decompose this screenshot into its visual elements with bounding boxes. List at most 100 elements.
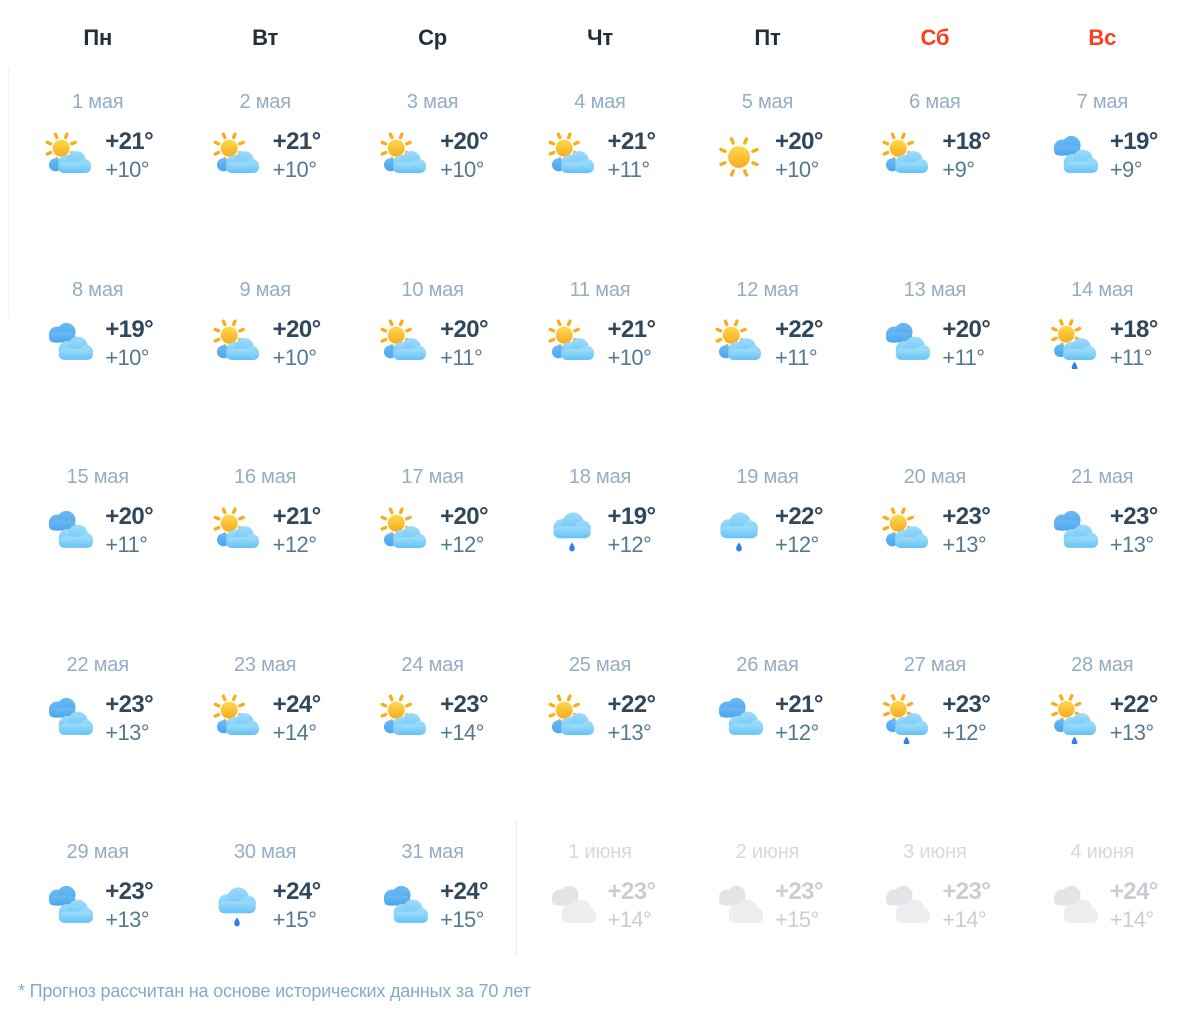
day-cell[interactable]: 5 мая +20° +10° (684, 66, 851, 254)
day-cell[interactable]: 10 мая +20° +11° (349, 254, 516, 442)
day-temperatures: +19° +12° (608, 503, 657, 560)
day-cell[interactable]: 17 мая +20° +12° (349, 441, 516, 629)
day-temperatures: +23° +14° (607, 878, 657, 935)
day-cell[interactable]: 30 мая +24° +15° (181, 816, 348, 1004)
day-temperatures: +22° +12° (774, 503, 824, 560)
day-cell[interactable]: 14 мая +18° +11° (1019, 254, 1186, 442)
day-cell[interactable]: 28 мая +22° +13° (1019, 629, 1186, 817)
day-cell[interactable]: 1 мая +21° +10° (14, 66, 181, 254)
day-cell[interactable]: 7 мая +19° +9° (1019, 66, 1186, 254)
day-cell[interactable]: 31 мая +24° +15° (349, 816, 516, 1004)
day-temp-high: +23° (607, 878, 657, 905)
day-cell[interactable]: 18 мая +19° +12° (516, 441, 683, 629)
day-cell[interactable]: 2 мая +21° +10° (181, 66, 348, 254)
day-temp-low: +10° (105, 344, 149, 370)
day-date-label: 4 июня (1070, 841, 1135, 863)
day-date-label: 25 мая (568, 653, 632, 676)
day-temp-high: +24° (272, 690, 322, 718)
day-cell[interactable]: 8 мая +19° +10° (14, 254, 181, 442)
day-temp-low: +10° (607, 344, 652, 370)
day-temperatures: +20° +10° (774, 128, 824, 185)
day-cell[interactable]: 21 мая +23° +13° (1019, 441, 1186, 629)
day-cell[interactable]: 15 мая +20° +11° (14, 441, 181, 629)
sun-cloud-rain-icon (1047, 319, 1101, 369)
day-cell[interactable]: 22 мая +23° +13° (14, 629, 181, 817)
day-date-label: 7 мая (1076, 91, 1129, 113)
day-date-label: 1 мая (72, 91, 124, 113)
day-cell[interactable]: 19 мая +22° +12° (684, 441, 851, 629)
day-cell[interactable]: 23 мая +24° +14° (181, 629, 348, 817)
day-temp-low: +13° (105, 907, 149, 932)
day-cell[interactable]: 3 мая +20° +10° (349, 66, 516, 254)
day-date-label: 3 июня (903, 841, 967, 863)
day-temp-high: +18° (942, 128, 991, 155)
sun-cloud-icon (377, 319, 431, 369)
day-temperatures: +20° +10° (440, 128, 489, 185)
sun-cloud-icon (377, 506, 431, 557)
day-temp-high: +23° (440, 690, 489, 718)
sun-cloud-icon (545, 319, 599, 369)
day-temperatures: +20° +11° (440, 316, 489, 373)
day-weather-summary: +21° +12° (210, 503, 321, 560)
day-cell[interactable]: 25 мая +22° +13° (516, 629, 683, 817)
clouds-icon (1047, 507, 1101, 557)
day-temp-low: +14° (1109, 907, 1154, 932)
weekday-label-2: Вт (252, 25, 279, 50)
day-temp-low: +10° (272, 344, 317, 370)
day-temp-low: +14° (607, 907, 652, 932)
day-temp-high: +24° (440, 878, 489, 905)
day-temp-low: +10° (105, 157, 149, 182)
sun-cloud-icon (42, 131, 96, 182)
day-temperatures: +23° +13° (105, 878, 154, 935)
day-temp-high: +22° (774, 503, 824, 530)
clouds-gray-icon (545, 882, 599, 932)
day-temp-low: +12° (440, 532, 484, 557)
day-cell[interactable]: 27 мая +23° +12° (851, 629, 1018, 817)
day-temperatures: +23° +15° (775, 878, 824, 935)
day-date-label: 22 мая (66, 653, 130, 676)
day-weather-summary: +22° +12° (712, 503, 823, 560)
sun-cloud-icon (210, 131, 264, 182)
day-weather-summary: +20° +11° (377, 316, 489, 373)
day-cell[interactable]: 29 мая +23° +13° (14, 816, 181, 1004)
day-temp-low: +10° (440, 157, 484, 182)
day-weather-summary: +22° +13° (545, 691, 656, 748)
day-weather-summary: +21° +10° (210, 128, 321, 185)
day-temperatures: +19° +10° (105, 316, 154, 373)
day-cell[interactable]: 26 мая +21° +12° (684, 629, 851, 817)
day-cell[interactable]: 12 мая +22° +11° (684, 254, 851, 442)
day-temp-high: +20° (774, 128, 824, 155)
day-cell[interactable]: 20 мая +23° +13° (851, 441, 1018, 629)
day-cell[interactable]: 13 мая +20° +11° (851, 254, 1018, 442)
day-cell: 3 июня +23° +14° (851, 816, 1018, 1004)
next-month-divider (516, 820, 517, 958)
sun-cloud-icon (712, 319, 766, 369)
day-temp-high: +20° (942, 315, 991, 343)
day-temperatures: +22° +11° (775, 316, 824, 373)
day-temp-low: +9° (942, 157, 975, 182)
weekday-label-3: Ср (418, 25, 448, 50)
day-cell[interactable]: 6 мая +18° +9° (851, 66, 1018, 254)
day-cell[interactable]: 9 мая +20° +10° (181, 254, 348, 442)
day-date-label: 15 мая (66, 466, 130, 488)
day-temp-high: +21° (105, 128, 154, 155)
sun-cloud-rain-icon (879, 694, 933, 744)
day-cell[interactable]: 11 мая +21° +10° (516, 254, 683, 442)
day-temperatures: +19° +9° (1110, 128, 1159, 185)
day-date-label: 18 мая (568, 466, 632, 488)
cloud-rain-icon (712, 507, 766, 557)
sun-cloud-icon (210, 694, 264, 744)
day-temperatures: +21° +10° (273, 128, 322, 185)
day-date-label: 12 мая (736, 278, 799, 301)
day-temperatures: +21° +10° (105, 128, 154, 185)
day-date-label: 14 мая (1071, 278, 1134, 301)
day-temp-high: +23° (1109, 503, 1159, 530)
day-weather-summary: +21° +11° (545, 128, 656, 185)
day-cell[interactable]: 16 мая +21° +12° (181, 441, 348, 629)
day-temp-low: +12° (774, 719, 819, 745)
day-cell: 2 июня +23° +15° (684, 816, 851, 1004)
clouds-icon (377, 882, 431, 932)
day-cell[interactable]: 24 мая +23° +14° (349, 629, 516, 817)
day-weather-summary: +20° +10° (210, 316, 321, 373)
day-cell[interactable]: 4 мая +21° +11° (516, 66, 683, 254)
